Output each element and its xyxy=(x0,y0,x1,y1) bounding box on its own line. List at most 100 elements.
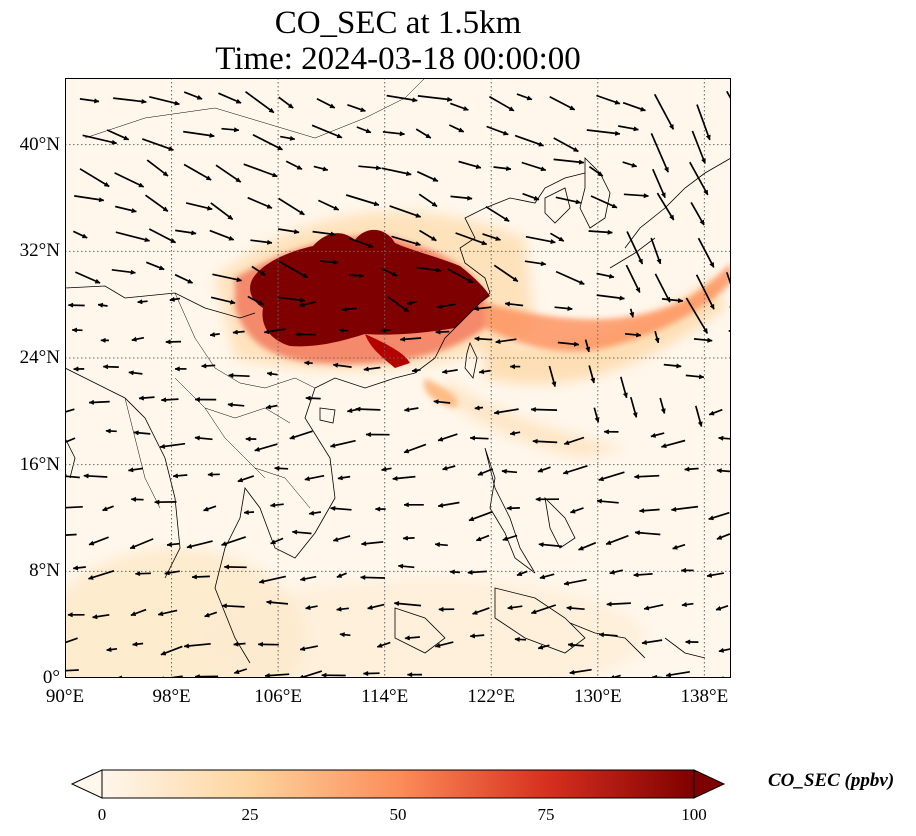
wind-vector-arrow xyxy=(113,97,147,104)
wind-vector-arrow xyxy=(380,466,392,472)
wind-vector-arrow xyxy=(455,232,488,246)
wind-vector-arrow xyxy=(684,466,699,472)
wind-vector-arrow xyxy=(468,511,493,522)
longitude-tick-label: 106°E xyxy=(254,686,302,707)
wind-vector-arrow xyxy=(633,474,660,480)
wind-vector-arrow xyxy=(562,464,588,475)
wind-vector-arrow xyxy=(278,260,309,279)
wind-vector-arrow xyxy=(502,534,518,542)
wind-vector-arrow xyxy=(289,430,313,440)
wind-vector-arrow xyxy=(650,432,665,438)
wind-vector-arrow xyxy=(654,330,660,344)
wind-vector-arrow xyxy=(708,511,730,521)
wind-vector-arrow xyxy=(569,507,584,514)
wind-vector-arrow xyxy=(418,193,438,208)
wind-vector-arrow xyxy=(365,432,390,438)
wind-vector-arrow xyxy=(553,158,585,165)
wind-vector-arrow xyxy=(160,645,183,656)
wind-vector-arrow xyxy=(254,443,278,452)
wind-vector-arrow xyxy=(265,599,289,605)
wind-vector-arrow xyxy=(221,603,245,609)
wind-vector-arrow xyxy=(450,195,473,201)
wind-vector-arrow xyxy=(506,505,520,511)
wind-vector-arrow xyxy=(341,306,357,312)
wind-vector-arrow xyxy=(207,471,220,478)
wind-vector-arrow xyxy=(374,506,386,512)
wind-vector-arrow xyxy=(175,229,197,236)
wind-vector-arrow xyxy=(618,125,640,132)
wind-vector-arrow xyxy=(257,641,279,647)
wind-vector-arrow xyxy=(392,475,416,481)
wind-vector-arrow xyxy=(183,642,211,649)
wind-vector-arrow xyxy=(258,575,286,584)
wind-vector-arrow xyxy=(106,129,130,141)
wind-vector-arrow xyxy=(316,97,336,109)
wind-vector-arrow xyxy=(160,397,179,403)
wind-vector-arrow xyxy=(584,339,591,353)
wind-vector-arrow xyxy=(65,505,83,509)
wind-vector-arrow xyxy=(417,95,453,102)
wind-vector-arrow xyxy=(299,575,317,582)
plume-core xyxy=(250,229,490,368)
wind-vector-arrow xyxy=(653,93,675,130)
wind-vector-arrow xyxy=(514,134,545,147)
wind-vector-arrow xyxy=(345,194,380,207)
colorbar-tick-label: 100 xyxy=(681,805,707,824)
wind-vector-arrow xyxy=(717,435,731,441)
wind-vector-arrow xyxy=(339,632,351,638)
wind-vector-arrow xyxy=(159,442,186,449)
wind-vector-arrow xyxy=(251,265,266,277)
wind-vector-arrow xyxy=(629,308,635,318)
wind-vector-arrow xyxy=(244,91,275,114)
wind-vector-arrow xyxy=(363,366,381,372)
wind-vector-arrow xyxy=(521,161,547,172)
wind-vector-arrow xyxy=(593,407,600,423)
wind-vector-arrow xyxy=(598,471,625,482)
wind-vector-arrow xyxy=(482,233,502,241)
wind-vector-arrow xyxy=(670,505,699,512)
wind-vector-arrow xyxy=(67,612,85,618)
wind-vector-arrow xyxy=(530,604,557,615)
wind-vector-arrow xyxy=(243,163,278,178)
wind-vector-arrow xyxy=(524,260,547,267)
wind-vector-arrow xyxy=(295,331,317,337)
wind-vector-arrow xyxy=(72,230,88,239)
wind-vector-arrow xyxy=(563,578,587,586)
wind-vector-arrow xyxy=(71,327,83,333)
wind-vector-arrow xyxy=(88,399,110,405)
wind-vector-arrow xyxy=(391,235,422,247)
wind-vector-arrow xyxy=(625,332,642,338)
wind-vector-arrow xyxy=(606,601,631,607)
wind-vector-arrow xyxy=(598,632,618,638)
wind-vector-arrow xyxy=(114,172,145,188)
wind-vector-arrow xyxy=(223,564,247,570)
wind-vector-arrow xyxy=(537,466,551,473)
wind-vector-arrow xyxy=(233,668,248,675)
wind-vector-arrow xyxy=(138,395,155,401)
colorbar-tick-label: 75 xyxy=(537,805,555,824)
wind-vector-arrow xyxy=(450,102,469,111)
map-plot[interactable] xyxy=(65,78,731,678)
wind-vector-arrow xyxy=(75,271,101,284)
wind-vector-arrow xyxy=(609,569,623,575)
wind-vector-arrow xyxy=(532,438,558,444)
colorbar-tick-label: 50 xyxy=(389,805,407,824)
wind-vector-arrow xyxy=(718,647,731,653)
wind-vector-arrow xyxy=(215,164,242,183)
wind-vector-arrow xyxy=(473,305,492,312)
wind-vector-arrow xyxy=(191,574,210,580)
wind-vector-arrow xyxy=(495,338,517,345)
wind-vector-arrow xyxy=(237,475,255,483)
map-timestamp: Time: 2024-03-18 00:00:00 xyxy=(215,41,581,77)
wind-vector-arrow xyxy=(308,510,322,516)
wind-vector-arrow xyxy=(298,301,316,308)
wind-vector-arrow xyxy=(337,475,351,481)
wind-vector-arrow xyxy=(641,639,663,645)
wind-vector-arrow xyxy=(403,502,424,508)
wind-vector-arrow xyxy=(406,672,423,678)
wind-vector-arrow xyxy=(136,299,148,305)
wind-vector-arrow xyxy=(467,569,487,575)
wind-vector-arrow xyxy=(596,294,626,301)
wind-vector-arrow xyxy=(332,535,351,542)
wind-vector-arrow xyxy=(128,370,143,376)
